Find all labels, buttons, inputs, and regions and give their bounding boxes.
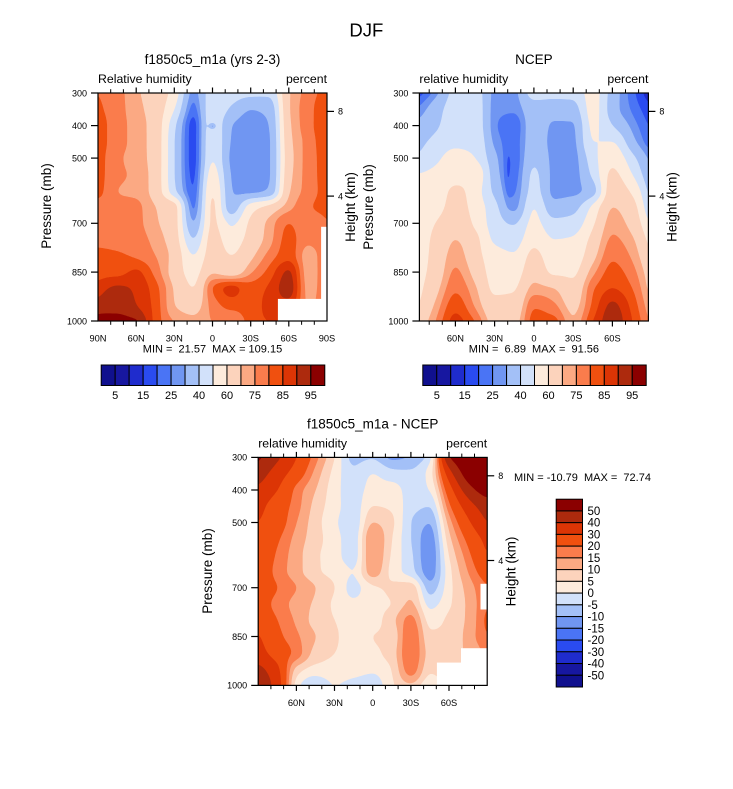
svg-text:30N: 30N <box>486 334 503 344</box>
svg-text:Height (km): Height (km) <box>503 537 518 607</box>
svg-text:8: 8 <box>659 107 664 117</box>
svg-text:MIN = -10.79 MAX = 72.74: MIN = -10.79 MAX = 72.74 <box>514 472 651 484</box>
svg-text:30S: 30S <box>242 334 259 344</box>
svg-text:85: 85 <box>277 390 289 402</box>
svg-text:DJF: DJF <box>349 20 383 41</box>
svg-text:15: 15 <box>588 553 601 565</box>
svg-text:40: 40 <box>193 390 205 402</box>
svg-text:75: 75 <box>249 390 261 402</box>
svg-text:Height (km): Height (km) <box>343 172 358 242</box>
svg-text:300: 300 <box>232 453 247 463</box>
svg-text:0: 0 <box>210 334 215 344</box>
svg-text:8: 8 <box>498 471 503 481</box>
svg-text:5: 5 <box>434 390 440 402</box>
svg-text:75: 75 <box>570 390 582 402</box>
svg-text:90S: 90S <box>319 334 336 344</box>
svg-text:500: 500 <box>72 153 87 163</box>
svg-text:4: 4 <box>659 191 664 201</box>
svg-text:850: 850 <box>232 632 247 642</box>
svg-text:95: 95 <box>626 390 638 402</box>
svg-text:4: 4 <box>498 556 503 566</box>
svg-text:-50: -50 <box>588 670 605 682</box>
svg-text:40: 40 <box>514 390 526 402</box>
svg-text:700: 700 <box>72 219 87 229</box>
svg-text:60N: 60N <box>447 334 464 344</box>
svg-text:400: 400 <box>72 121 87 131</box>
svg-text:-30: -30 <box>588 647 605 659</box>
svg-text:500: 500 <box>232 518 247 528</box>
svg-text:90N: 90N <box>89 334 106 344</box>
svg-text:60N: 60N <box>288 698 305 708</box>
svg-text:5: 5 <box>112 390 118 402</box>
svg-text:Pressure (mb): Pressure (mb) <box>200 528 215 614</box>
svg-text:15: 15 <box>459 390 471 402</box>
svg-text:5: 5 <box>588 576 594 588</box>
svg-text:300: 300 <box>393 88 408 98</box>
svg-text:NCEP: NCEP <box>515 52 553 67</box>
svg-text:0: 0 <box>370 698 375 708</box>
svg-text:850: 850 <box>72 267 87 277</box>
svg-text:relative humidity: relative humidity <box>419 72 509 86</box>
svg-text:25: 25 <box>486 390 498 402</box>
svg-text:-20: -20 <box>588 635 605 647</box>
svg-text:300: 300 <box>72 88 87 98</box>
svg-text:8: 8 <box>338 107 343 117</box>
svg-text:60: 60 <box>221 390 233 402</box>
svg-text:400: 400 <box>232 485 247 495</box>
svg-text:85: 85 <box>598 390 610 402</box>
svg-text:30S: 30S <box>403 698 420 708</box>
svg-text:0: 0 <box>588 588 594 600</box>
svg-text:0: 0 <box>531 334 536 344</box>
svg-text:-10: -10 <box>588 612 605 624</box>
svg-text:1000: 1000 <box>67 316 87 326</box>
svg-text:MIN = 6.89 MAX = 91.56: MIN = 6.89 MAX = 91.56 <box>469 344 599 356</box>
svg-text:30N: 30N <box>326 698 343 708</box>
svg-text:percent: percent <box>446 436 488 450</box>
svg-text:-5: -5 <box>588 600 598 612</box>
svg-text:percent: percent <box>607 72 649 86</box>
svg-text:60N: 60N <box>128 334 145 344</box>
svg-text:-15: -15 <box>588 623 605 635</box>
svg-text:500: 500 <box>393 153 408 163</box>
svg-text:700: 700 <box>393 219 408 229</box>
svg-text:40: 40 <box>588 518 601 530</box>
svg-text:1000: 1000 <box>388 316 408 326</box>
svg-text:30S: 30S <box>565 334 582 344</box>
svg-text:-40: -40 <box>588 659 605 671</box>
svg-text:850: 850 <box>393 267 408 277</box>
svg-text:50: 50 <box>588 506 601 518</box>
svg-text:Height (km): Height (km) <box>665 172 680 242</box>
svg-text:20: 20 <box>588 541 601 553</box>
svg-text:60S: 60S <box>604 334 621 344</box>
svg-text:percent: percent <box>286 72 328 86</box>
svg-text:10: 10 <box>588 565 601 577</box>
svg-text:60S: 60S <box>441 698 458 708</box>
svg-text:MIN = 21.57 MAX = 109.15: MIN = 21.57 MAX = 109.15 <box>143 344 282 356</box>
svg-text:15: 15 <box>137 390 149 402</box>
svg-text:f1850c5_m1a (yrs 2-3): f1850c5_m1a (yrs 2-3) <box>145 52 281 67</box>
svg-text:700: 700 <box>232 583 247 593</box>
svg-text:30: 30 <box>588 529 601 541</box>
svg-text:1000: 1000 <box>227 681 247 691</box>
svg-text:Pressure (mb): Pressure (mb) <box>361 164 376 250</box>
svg-text:Pressure (mb): Pressure (mb) <box>39 163 54 249</box>
svg-text:25: 25 <box>165 390 177 402</box>
svg-text:400: 400 <box>393 121 408 131</box>
svg-text:Relative humidity: Relative humidity <box>98 72 192 86</box>
svg-text:relative humidity: relative humidity <box>258 436 348 450</box>
svg-text:f1850c5_m1a - NCEP: f1850c5_m1a - NCEP <box>307 417 438 432</box>
svg-text:60S: 60S <box>281 334 298 344</box>
svg-text:60: 60 <box>542 390 554 402</box>
svg-text:4: 4 <box>338 191 343 201</box>
svg-text:30N: 30N <box>166 334 183 344</box>
svg-text:95: 95 <box>305 390 317 402</box>
